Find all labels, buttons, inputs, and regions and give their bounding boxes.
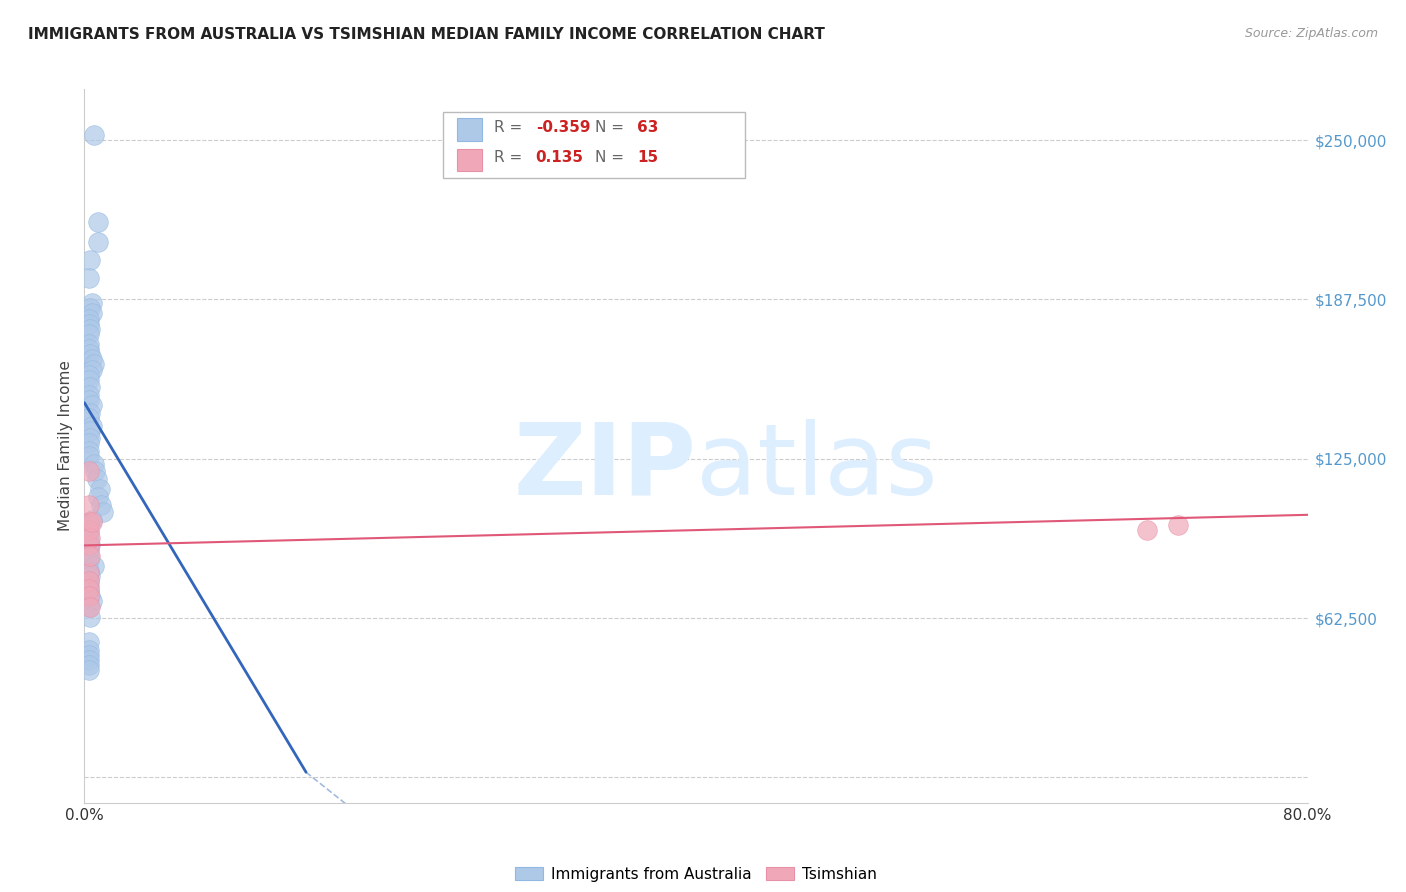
Point [77,549,100,563]
Point [79,424,101,438]
Point [79,252,101,267]
Text: -0.359: -0.359 [536,120,591,135]
Point [77,564,100,578]
Point [83,457,105,471]
Point [77,523,100,537]
Point [77,599,100,614]
Text: atlas: atlas [696,419,938,516]
Point [79,609,101,624]
Point [79,301,101,316]
Point [87,215,110,229]
Point [77,368,100,382]
Point [77,663,100,677]
Point [77,643,100,657]
Point [80,398,103,412]
Point [77,574,100,588]
Point [91,505,114,519]
Y-axis label: Median Family Income: Median Family Income [58,360,73,532]
Point [77,498,100,512]
Point [77,543,100,558]
Point [77,653,100,667]
Point [89,483,111,497]
Point [77,388,100,402]
Text: Source: ZipAtlas.com: Source: ZipAtlas.com [1244,27,1378,40]
Point [77,342,100,356]
Point [90,498,112,512]
Text: N =: N = [595,120,624,135]
Point [77,590,100,604]
Point [79,431,101,445]
Point [77,518,100,533]
Point [79,406,101,420]
Point [77,648,100,662]
Point [77,393,100,408]
Point [77,449,100,463]
Text: N =: N = [595,151,624,165]
Point [79,599,101,614]
Point [77,317,100,331]
Point [83,558,105,573]
Point [77,584,100,599]
Point [80,306,103,320]
Point [77,538,100,552]
Point [86,472,108,486]
Point [79,322,101,336]
Point [1167,518,1189,533]
Point [79,549,101,563]
Point [87,235,110,249]
Point [80,418,103,433]
Text: R =: R = [494,120,522,135]
Point [80,513,103,527]
Point [77,411,100,425]
Point [80,516,103,530]
Point [77,554,100,568]
Point [77,337,100,351]
Point [77,533,100,548]
Point [79,531,101,545]
Point [79,569,101,583]
Point [77,444,100,458]
Point [77,579,100,593]
Point [83,358,105,372]
Legend: Immigrants from Australia, Tsimshian: Immigrants from Australia, Tsimshian [509,861,883,888]
Point [77,373,100,387]
Point [77,574,100,588]
Point [77,326,100,341]
Point [77,270,100,285]
Point [77,525,100,540]
Point [77,311,100,326]
Point [80,362,103,376]
Text: 15: 15 [637,151,658,165]
Point [79,347,101,361]
Point [80,594,103,608]
Point [79,380,101,394]
Point [87,490,110,504]
Point [80,352,103,367]
Point [79,538,101,552]
Text: ZIP: ZIP [513,419,696,516]
Point [77,566,100,581]
Text: 0.135: 0.135 [536,151,583,165]
Point [77,465,100,479]
Point [84,465,107,479]
Point [80,296,103,310]
Text: 63: 63 [637,120,658,135]
Point [79,590,101,604]
Point [83,128,105,142]
Point [77,635,100,649]
Point [1136,523,1159,537]
Point [77,436,100,450]
Text: IMMIGRANTS FROM AUSTRALIA VS TSIMSHIAN MEDIAN FAMILY INCOME CORRELATION CHART: IMMIGRANTS FROM AUSTRALIA VS TSIMSHIAN M… [28,27,825,42]
Point [77,582,100,596]
Point [77,516,100,530]
Point [77,658,100,673]
Text: R =: R = [494,151,522,165]
